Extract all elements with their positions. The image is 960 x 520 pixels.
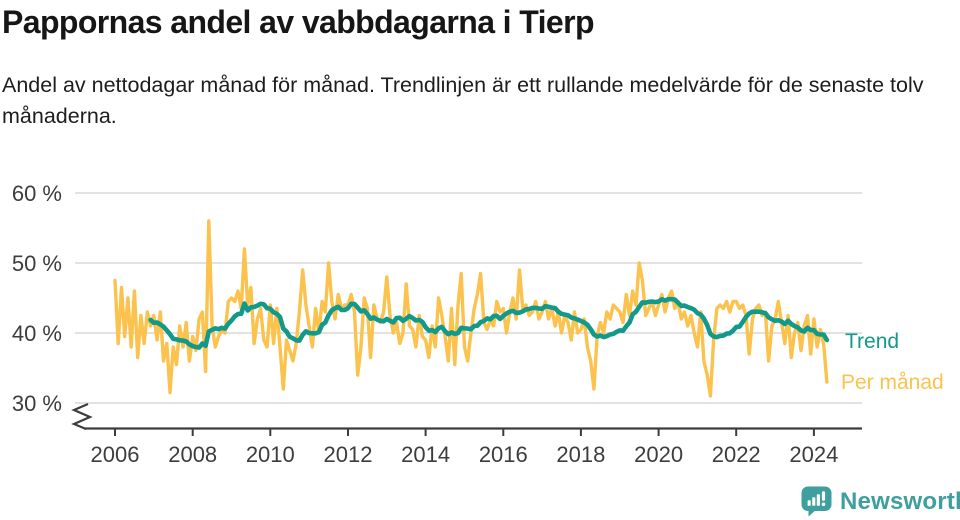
- legend-monthly-label: Per månad: [841, 371, 944, 394]
- x-tick-label-2006: 2006: [91, 442, 140, 467]
- x-tick-label-2014: 2014: [401, 442, 450, 467]
- x-tick-label-2018: 2018: [556, 442, 605, 467]
- x-tick-label-2022: 2022: [712, 442, 761, 467]
- brand-name: Newsworthy: [840, 487, 960, 515]
- x-axis-ticks: [114, 428, 815, 436]
- chart-subtitle: Andel av nettodagar månad för månad. Tre…: [2, 73, 924, 128]
- x-tick-label-2010: 2010: [246, 442, 295, 467]
- trend-series-line: [148, 296, 830, 350]
- x-axis-labels: 2006 2008 2010 2012 2014 2016 2018 2020 …: [91, 442, 839, 467]
- x-tick-label-2008: 2008: [168, 442, 217, 467]
- x-tick-label-2012: 2012: [324, 442, 373, 467]
- newsworthy-logo-icon: [801, 486, 832, 517]
- axis-break-icon: [71, 402, 93, 431]
- page-title: Pappornas andel av vabbdagarna i Tierp: [2, 4, 595, 40]
- y-tick-label-30: 30 %: [12, 391, 62, 416]
- gridlines: [75, 192, 862, 404]
- x-tick-label-2024: 2024: [789, 442, 838, 467]
- x-tick-label-2016: 2016: [479, 442, 528, 467]
- legend-trend-label: Trend: [845, 330, 899, 353]
- monthly-series-line: [113, 219, 829, 398]
- brand-footer: Newsworthy: [801, 486, 960, 517]
- y-axis-labels: 60 % 50 % 40 % 30 %: [12, 181, 62, 416]
- y-tick-label-50: 50 %: [12, 251, 62, 276]
- y-tick-label-60: 60 %: [12, 181, 62, 206]
- y-tick-label-40: 40 %: [12, 321, 62, 346]
- x-tick-label-2020: 2020: [634, 442, 683, 467]
